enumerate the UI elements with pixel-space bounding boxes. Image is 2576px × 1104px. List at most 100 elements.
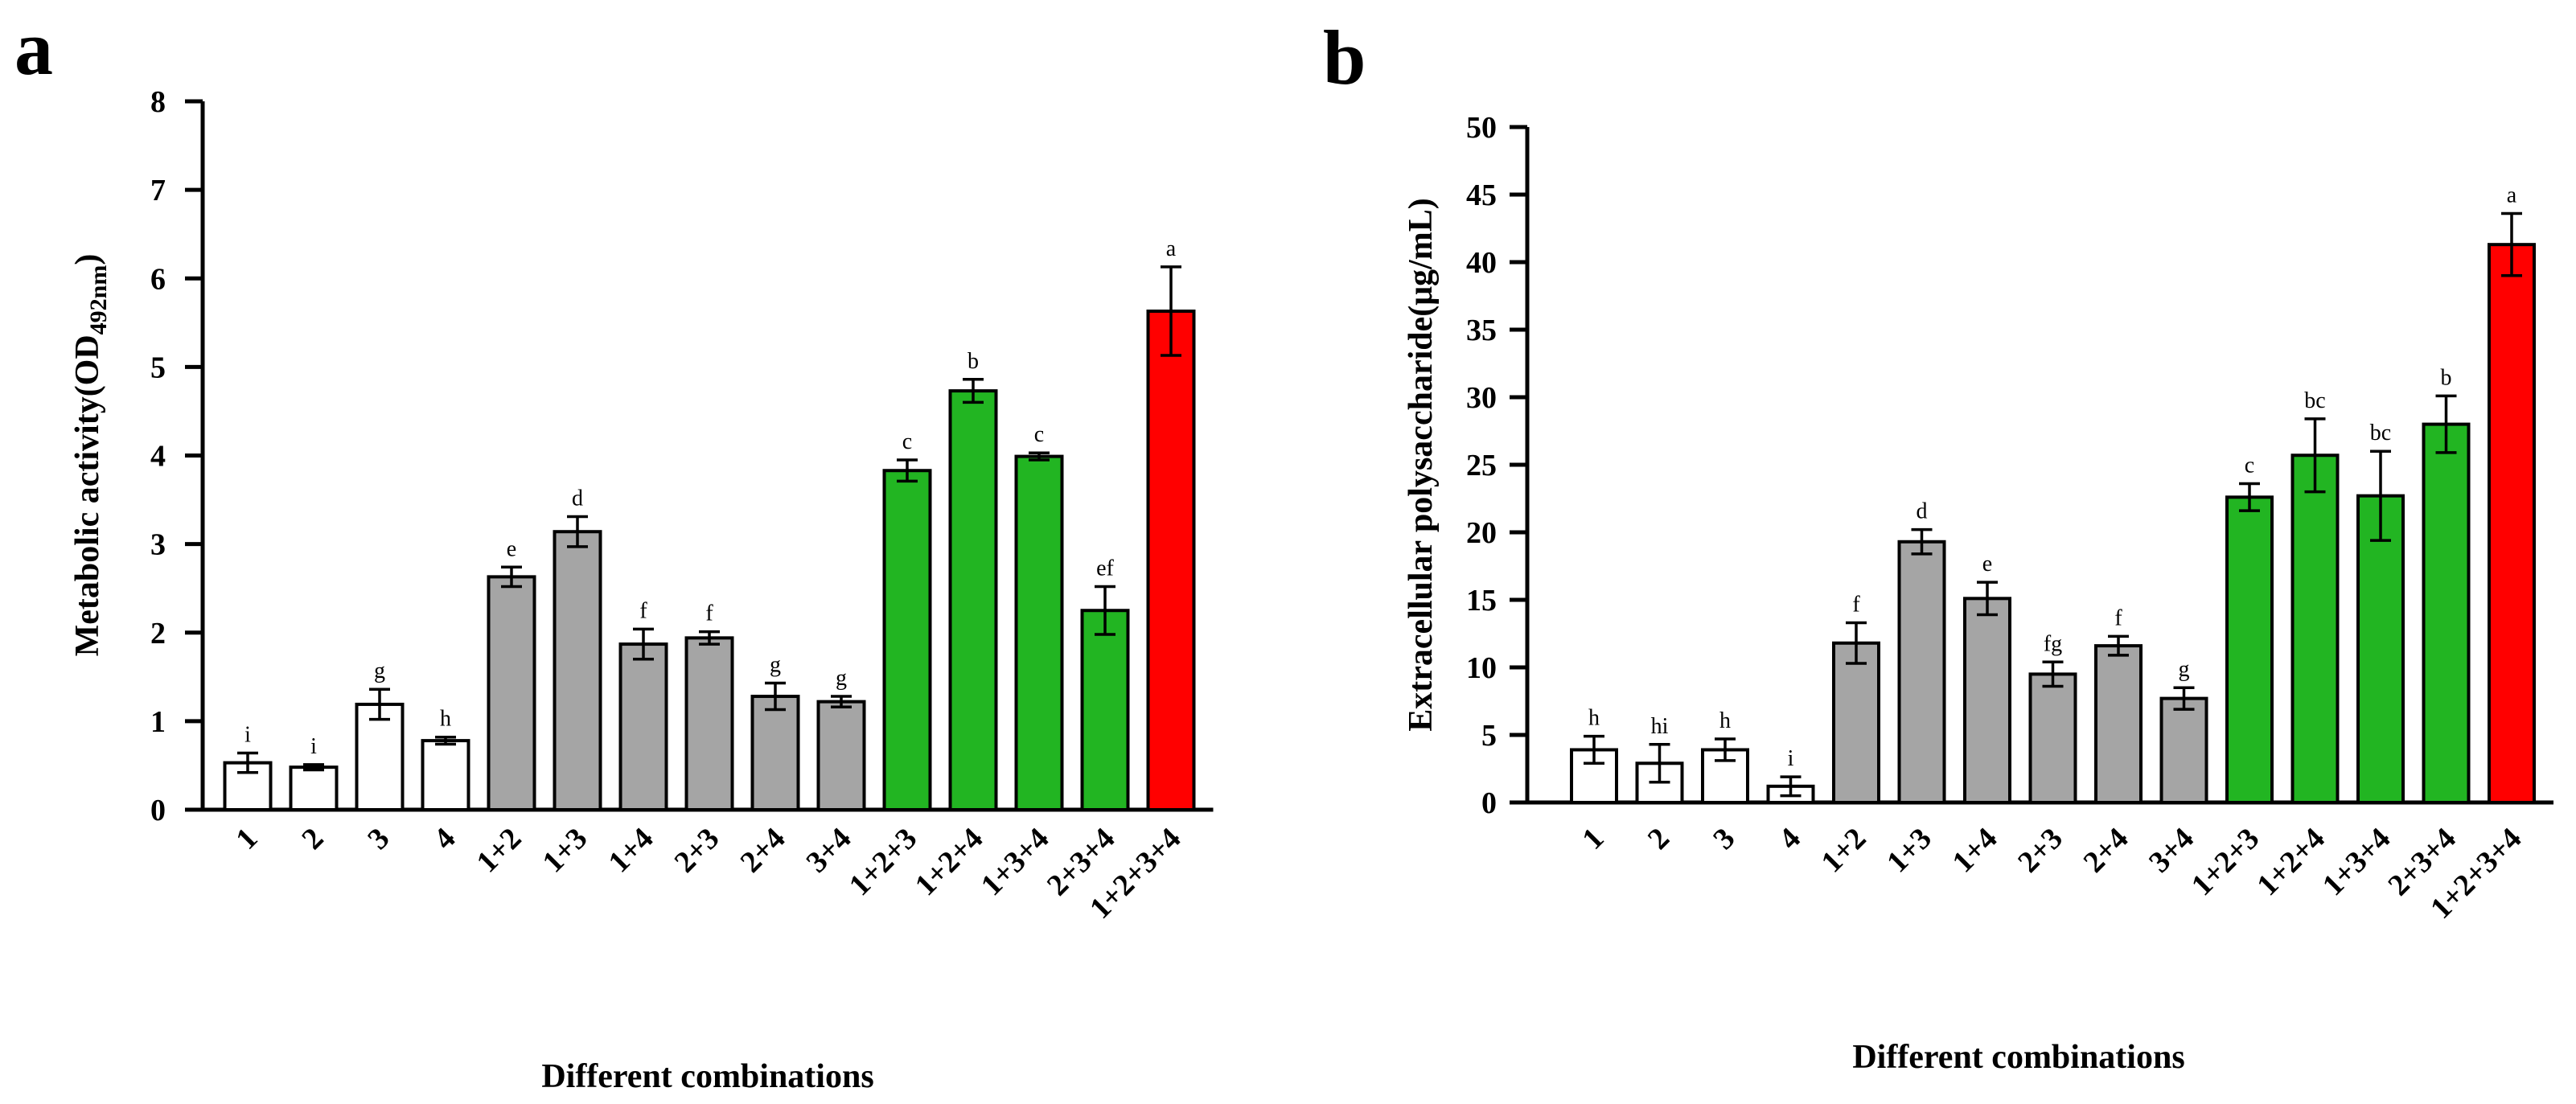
significance-letter-a-14: a	[1166, 236, 1177, 261]
category-label-b-3: 4	[1773, 822, 1807, 856]
panel-letter-a: a	[14, 5, 53, 91]
bar-b-6	[1963, 597, 2011, 804]
bar-b-5	[1897, 540, 1946, 804]
chart-panel-a: a012345678i1i2g3h4e1+2d1+3f1+4f2+3g2+4g3…	[14, 5, 1214, 1095]
y-tick-label-b-0: 0	[1481, 786, 1497, 820]
significance-letter-a-2: g	[374, 659, 385, 683]
significance-letter-a-5: d	[572, 486, 583, 511]
bar-a-5	[553, 530, 602, 812]
category-label-a-10: 1+2+3	[843, 822, 924, 903]
bar-a-3	[421, 739, 470, 811]
category-label-b-8: 2+4	[2077, 822, 2134, 880]
category-label-a-5: 1+3	[536, 822, 594, 880]
bar-a-14	[1146, 309, 1196, 811]
y-tick-label-b-8: 40	[1466, 246, 1497, 280]
significance-letter-a-7: f	[705, 601, 713, 626]
bar-a-1	[289, 765, 339, 812]
category-label-a-3: 4	[427, 822, 462, 856]
category-label-a-2: 3	[361, 822, 396, 856]
category-label-b-4: 1+2	[1814, 822, 1872, 880]
significance-letter-b-12: bc	[2370, 421, 2391, 445]
significance-letter-b-5: d	[1917, 499, 1928, 524]
significance-letter-b-8: f	[2114, 605, 2122, 630]
y-tick-label-a-2: 2	[150, 617, 166, 650]
y-tick-label-a-7: 7	[150, 174, 166, 207]
y-tick-label-a-3: 3	[150, 528, 166, 562]
x-axis-title-b: Different combinations	[1852, 1039, 2184, 1076]
y-tick-label-b-6: 30	[1466, 381, 1497, 415]
bar-a-11	[948, 389, 998, 811]
bar-a-13	[1080, 609, 1130, 811]
significance-letter-b-2: h	[1719, 708, 1731, 733]
y-tick-label-b-4: 20	[1466, 516, 1497, 550]
bar-a-4	[487, 575, 536, 812]
significance-letter-b-10: c	[2245, 454, 2254, 478]
y-tick-label-a-0: 0	[150, 794, 166, 827]
significance-letter-b-14: a	[2507, 183, 2517, 208]
category-label-b-9: 3+4	[2143, 822, 2200, 880]
y-tick-label-b-1: 5	[1481, 719, 1497, 753]
y-tick-label-b-5: 25	[1466, 449, 1497, 482]
significance-letter-b-13: b	[2441, 365, 2452, 390]
significance-letter-b-4: f	[1852, 593, 1860, 618]
category-label-b-12: 1+3+4	[2316, 822, 2397, 903]
category-label-a-8: 2+4	[733, 822, 791, 880]
bar-b-10	[2225, 495, 2274, 804]
significance-letter-a-0: i	[244, 723, 251, 748]
bar-a-8	[750, 695, 800, 811]
significance-letter-a-12: c	[1034, 422, 1044, 447]
category-label-b-5: 1+3	[1880, 822, 1938, 880]
bar-b-13	[2422, 422, 2471, 804]
significance-letter-b-11: bc	[2304, 388, 2325, 413]
significance-letter-b-9: g	[2179, 657, 2190, 682]
significance-letter-a-4: e	[507, 536, 516, 561]
significance-letter-a-11: b	[968, 349, 979, 374]
y-tick-label-b-10: 50	[1466, 111, 1497, 145]
bar-a-7	[684, 636, 734, 811]
bar-b-8	[2094, 644, 2143, 804]
category-label-b-7: 2+3	[2011, 822, 2069, 880]
category-label-a-9: 3+4	[799, 822, 857, 880]
y-tick-label-b-9: 45	[1466, 179, 1497, 212]
category-label-b-6: 1+4	[1945, 822, 2003, 880]
significance-letter-a-1: i	[310, 734, 317, 759]
y-tick-label-b-2: 10	[1466, 651, 1497, 685]
significance-letter-a-10: c	[902, 429, 912, 454]
bar-a-6	[618, 642, 668, 811]
category-label-a-4: 1+2	[470, 822, 528, 880]
category-label-b-11: 1+2+4	[2250, 822, 2332, 903]
y-tick-label-b-3: 15	[1466, 584, 1497, 618]
bar-a-10	[882, 469, 932, 811]
significance-letter-a-9: g	[836, 666, 847, 691]
significance-letter-b-1: hi	[1651, 714, 1669, 739]
significance-letter-a-8: g	[770, 653, 781, 678]
y-tick-label-a-4: 4	[150, 440, 166, 474]
y-axis-title-b: Extracellular polysaccharide(μg/mL)	[1403, 198, 1440, 731]
category-label-a-11: 1+2+4	[909, 822, 990, 903]
y-tick-label-b-7: 35	[1466, 314, 1497, 347]
x-axis-title-a: Different combinations	[541, 1058, 873, 1095]
bar-b-12	[2356, 494, 2405, 804]
category-label-b-10: 1+2+3	[2185, 822, 2266, 903]
bar-b-7	[2028, 672, 2077, 805]
y-tick-label-a-5: 5	[150, 351, 166, 384]
significance-letter-a-13: ef	[1096, 556, 1114, 581]
category-label-b-1: 2	[1641, 822, 1676, 856]
significance-letter-b-7: fg	[2044, 631, 2062, 656]
significance-letter-b-6: e	[1982, 552, 1992, 577]
category-label-a-0: 1	[229, 822, 264, 856]
bar-b-14	[2488, 243, 2536, 805]
category-label-a-12: 1+3+4	[975, 822, 1056, 903]
bar-b-4	[1832, 641, 1880, 805]
y-tick-label-a-6: 6	[150, 262, 166, 296]
bar-a-12	[1014, 454, 1064, 811]
bar-a-9	[816, 700, 866, 812]
category-label-b-2: 3	[1707, 822, 1741, 856]
category-label-b-0: 1	[1576, 822, 1610, 856]
significance-letter-b-3: i	[1788, 746, 1794, 771]
y-axis-title-a: Metabolic activity(OD492nm)	[69, 254, 112, 657]
category-label-a-7: 2+3	[668, 822, 725, 880]
significance-letter-b-0: h	[1588, 706, 1600, 731]
y-tick-label-a-8: 8	[150, 85, 166, 119]
